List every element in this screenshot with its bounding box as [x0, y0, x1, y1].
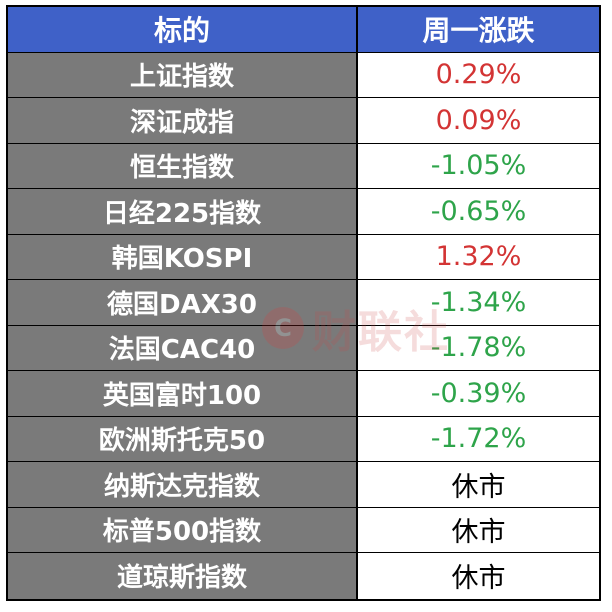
index-name: 英国富时100: [8, 371, 358, 416]
header-change: 周一涨跌: [358, 7, 599, 52]
index-change: 1.32%: [358, 234, 599, 279]
index-change: 休市: [358, 462, 599, 507]
table-header: 标的 周一涨跌: [8, 7, 599, 53]
index-change: 休市: [358, 507, 599, 552]
index-change: -1.05%: [358, 143, 599, 188]
table-row: 德国DAX30 -1.34%: [8, 280, 599, 326]
index-name: 道琼斯指数: [8, 553, 358, 599]
index-change: -0.39%: [358, 371, 599, 416]
index-name: 标普500指数: [8, 507, 358, 552]
table-row: 日经225指数 -0.65%: [8, 189, 599, 235]
table-row: 法国CAC40 -1.78%: [8, 325, 599, 371]
index-change: -1.78%: [358, 325, 599, 370]
header-name: 标的: [8, 7, 358, 52]
index-name: 上证指数: [8, 52, 358, 97]
index-name: 德国DAX30: [8, 280, 358, 325]
table-row: 上证指数 0.29%: [8, 52, 599, 98]
table-row: 英国富时100 -0.39%: [8, 371, 599, 417]
table-row: 标普500指数 休市: [8, 507, 599, 553]
table-row: 恒生指数 -1.05%: [8, 143, 599, 189]
index-name: 法国CAC40: [8, 325, 358, 370]
index-name: 欧洲斯托克50: [8, 416, 358, 461]
index-change: -1.34%: [358, 280, 599, 325]
index-name: 日经225指数: [8, 189, 358, 234]
index-change: 0.29%: [358, 52, 599, 97]
index-name: 深证成指: [8, 98, 358, 143]
index-change: -1.72%: [358, 416, 599, 461]
table-row: 道琼斯指数 休市: [8, 553, 599, 599]
index-name: 恒生指数: [8, 143, 358, 188]
index-change: 0.09%: [358, 98, 599, 143]
table-row: 欧洲斯托克50 -1.72%: [8, 416, 599, 462]
table-row: 纳斯达克指数 休市: [8, 462, 599, 508]
index-name: 韩国KOSPI: [8, 234, 358, 279]
index-change: -0.65%: [358, 189, 599, 234]
index-change: 休市: [358, 553, 599, 599]
table-row: 深证成指 0.09%: [8, 98, 599, 144]
index-change-table: 标的 周一涨跌 上证指数 0.29% 深证成指 0.09% 恒生指数 -1.05% 日经22…: [6, 5, 601, 601]
index-name: 纳斯达克指数: [8, 462, 358, 507]
table-row: 韩国KOSPI 1.32%: [8, 234, 599, 280]
